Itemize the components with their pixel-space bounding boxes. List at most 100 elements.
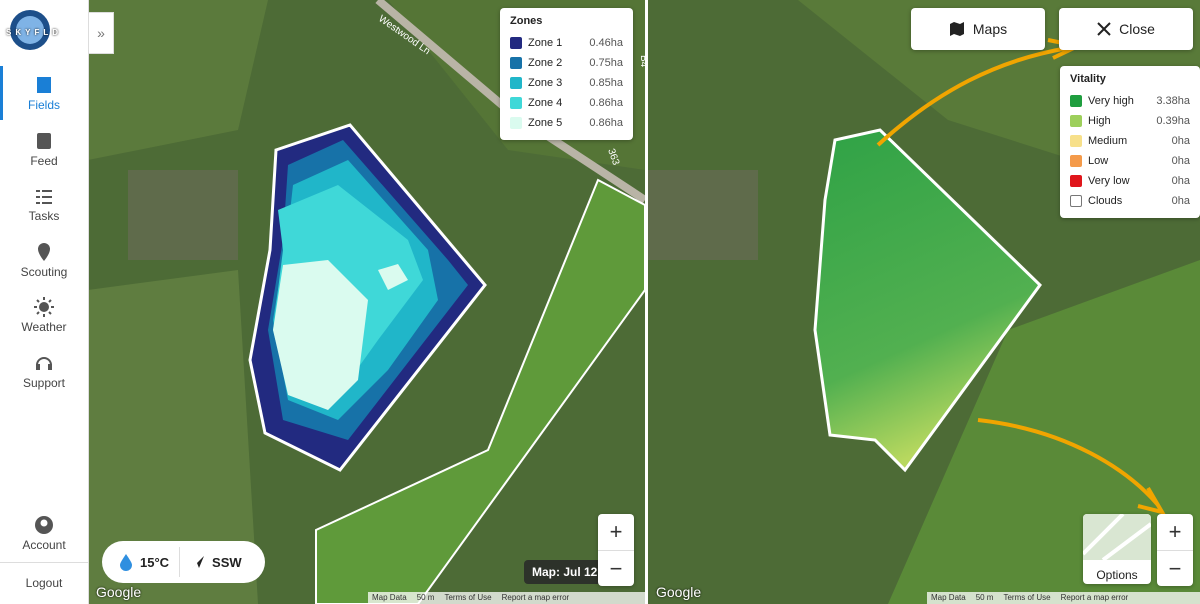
legend-row: Very low 0ha [1070, 171, 1190, 191]
legend-swatch [1070, 155, 1082, 167]
legend-label: Zone 2 [528, 57, 563, 69]
close-button[interactable]: Close [1059, 8, 1193, 50]
legend-label: Very low [1088, 175, 1130, 187]
legend-row: Zone 4 0.86ha [510, 93, 623, 113]
legend-row: Zone 3 0.85ha [510, 73, 623, 93]
legend-swatch [510, 37, 522, 49]
legend-area: 0.86ha [589, 117, 623, 129]
attribution-link[interactable]: Report a map error [1060, 593, 1129, 602]
nav-item[interactable]: Scouting [0, 242, 88, 279]
legend-area: 0.39ha [1156, 115, 1190, 127]
expand-toggle[interactable]: » [88, 12, 114, 54]
nav-item[interactable]: Tasks [0, 186, 88, 223]
drop-icon [120, 554, 132, 571]
nav-icon [37, 132, 51, 149]
legend-swatch [1070, 115, 1082, 127]
button-label: Maps [972, 21, 1008, 37]
weather-chip[interactable]: 15°C SSW [102, 541, 265, 583]
legend-row: Zone 1 0.46ha [510, 33, 623, 53]
nav-item[interactable]: Fields [0, 75, 88, 112]
legend-row: Clouds 0ha [1070, 191, 1190, 211]
legend-title: Vitality [1070, 73, 1106, 85]
nav-label: Fields [27, 98, 60, 112]
options-thumb [1083, 514, 1151, 562]
legend-area: 0ha [1171, 135, 1190, 147]
nav-label: Scouting [20, 264, 68, 279]
legend-row: Zone 5 0.86ha [510, 113, 623, 133]
legend-label: Clouds [1088, 195, 1123, 207]
legend-label: Very high [1088, 95, 1134, 107]
logo-globe [10, 10, 50, 50]
nav-label: Weather [21, 320, 67, 334]
legend-swatch [1070, 175, 1082, 187]
zoom-out[interactable]: − [1157, 550, 1193, 587]
zoom-in[interactable]: + [609, 519, 623, 544]
legend-label: Zone 1 [528, 37, 563, 49]
divider [0, 562, 88, 563]
legend-swatch [510, 57, 522, 69]
nav-label: Feed [30, 153, 58, 168]
attribution: Map Data 50 m Terms of Use Report a map err… [368, 592, 645, 604]
attribution-link[interactable]: Report a map error [501, 593, 570, 602]
zoom-control: + − [1157, 514, 1193, 586]
attribution-link: 50 m [975, 593, 994, 602]
active-indicator [0, 66, 3, 120]
attribution-link: 50 m [416, 593, 435, 602]
legend-area: 0ha [1171, 195, 1190, 207]
temperature: 15°C [140, 554, 170, 570]
legend-swatch [1070, 95, 1082, 107]
nav-label: Account [22, 538, 66, 552]
attribution-link[interactable]: Terms of Use [444, 593, 492, 602]
sidebar: SKYFLD » Account Logout Fields Feed Tasks S… [0, 0, 114, 604]
wind-direction: SSW [212, 554, 242, 570]
nav-item[interactable]: Feed [0, 131, 88, 168]
nav-item[interactable]: Support [0, 353, 88, 390]
nav-label: Tasks [28, 209, 60, 223]
zone-area [378, 264, 408, 290]
nav-logout[interactable]: Logout [25, 576, 63, 590]
nav-icon [36, 190, 52, 204]
nav-account[interactable]: Account [0, 515, 88, 552]
legend-label: Medium [1088, 135, 1128, 147]
attribution-link[interactable]: Terms of Use [1003, 593, 1051, 602]
legend-row: Very high 3.38ha [1070, 91, 1190, 111]
zone-area [273, 260, 368, 410]
attribution-link[interactable]: Map Data [372, 593, 407, 602]
google-logo: Google [656, 584, 702, 600]
logo-text: SKYFLD [6, 28, 62, 37]
legend-row: Low 0ha [1070, 151, 1190, 171]
legend-area: 0ha [1171, 175, 1190, 187]
legend-swatch [510, 97, 522, 109]
attribution-link[interactable]: Map Data [931, 593, 966, 602]
options-label: Options [1096, 568, 1138, 582]
legend-swatch [1070, 195, 1082, 207]
zoom-control: + − [598, 514, 634, 586]
legend-label: Zone 4 [528, 97, 563, 109]
legend-area: 0.85ha [589, 77, 623, 89]
nav-item[interactable]: Weather [0, 297, 88, 334]
legend-swatch [510, 77, 522, 89]
button-label: Close [1119, 21, 1155, 37]
legend-label: Zone 3 [528, 77, 563, 89]
vitality-legend: Vitality Very high 3.38ha High 0.39ha Medium 0… [1060, 66, 1200, 218]
legend-title: Zones [510, 15, 543, 27]
zoom-out[interactable]: − [598, 550, 634, 587]
nav-label: Support [22, 375, 66, 390]
legend-label: Zone 5 [528, 117, 563, 129]
maps-button[interactable]: Maps [911, 8, 1045, 50]
legend-swatch [510, 117, 522, 129]
zoom-in[interactable]: + [1168, 519, 1182, 544]
legend-row: Medium 0ha [1070, 131, 1190, 151]
nav-icon [36, 356, 52, 370]
legend-area: 0.86ha [589, 97, 623, 109]
zones-legend: Zones Zone 1 0.46ha Zone 2 0.75ha Zone 3 0.85h… [500, 8, 633, 140]
date-label: Map: Jul 12, [524, 560, 607, 584]
nav-icon [38, 242, 50, 261]
attribution: Map Data 50 m Terms of Use Report a map err… [927, 592, 1200, 604]
legend-label: High [1088, 115, 1111, 127]
wind-icon [192, 556, 205, 568]
legend-row: High 0.39ha [1070, 111, 1190, 131]
legend-area: 0.75ha [589, 57, 623, 69]
options-button[interactable]: Options [1083, 514, 1151, 584]
